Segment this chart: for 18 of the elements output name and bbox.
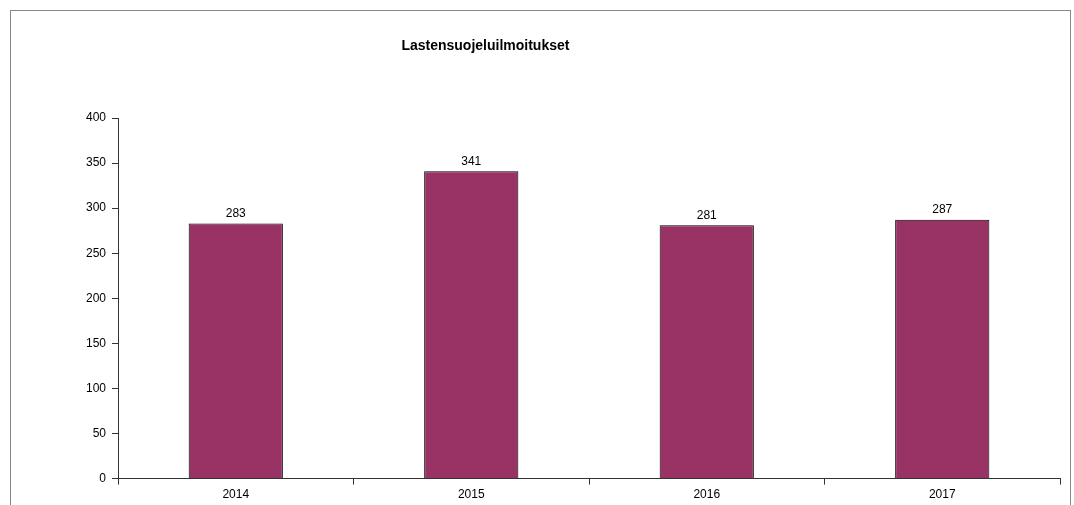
x-tick-label: 2015 <box>457 487 485 502</box>
y-tick-label: 150 <box>85 335 107 350</box>
y-tick-label: 250 <box>85 245 107 260</box>
data-label: 281 <box>696 207 718 222</box>
y-tick-label: 50 <box>92 425 107 440</box>
y-tick-label: 200 <box>85 290 107 305</box>
y-tick-label: 0 <box>99 470 107 485</box>
data-label: 341 <box>461 153 482 168</box>
y-tick-label: 350 <box>85 155 107 170</box>
y-tick-label: 300 <box>85 200 107 215</box>
y-tick-label: 400 <box>85 110 107 125</box>
x-tick-label: 2017 <box>928 487 956 502</box>
data-label: 283 <box>225 205 247 220</box>
data-label: 287 <box>932 202 953 217</box>
x-tick-label: 2016 <box>693 487 721 502</box>
x-tick-label: 2014 <box>222 487 250 502</box>
chart-title: Lastensuojeluilmoitukset <box>401 37 570 53</box>
y-tick-label: 100 <box>85 380 107 395</box>
